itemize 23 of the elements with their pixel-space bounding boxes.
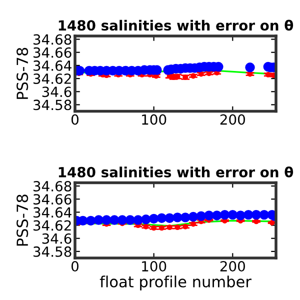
x-tick-label: 0 [71,114,78,125]
y-tick-label: 34.68 [34,34,72,45]
x-axis-title: float profile number [100,276,252,290]
chart-title: 1480 salinities with error on θ [58,166,294,178]
x-tick-label: 200 [220,261,245,272]
x-tick-label: 200 [220,114,245,125]
y-tick-label: 34.62 [34,220,71,231]
y-tick-label: 34.64 [34,60,72,71]
y-tick-label: 34.6 [42,86,72,98]
y-tick-label: 34.58 [34,246,72,257]
y-tick-label: 34.62 [34,74,71,84]
x-tick-label: 100 [142,261,166,272]
y-tick-label: 34.66 [34,194,72,205]
y-tick-label: 34.68 [34,180,72,192]
y-tick-label: 34.66 [34,47,72,58]
x-tick-label: 0 [71,261,78,272]
y-tick-label: 34.58 [34,100,72,110]
y-axis-title: PSS-78 [16,48,28,99]
y-tick-label: 34.6 [42,233,72,244]
chart-title: 1480 salinities with error on θ [58,20,294,31]
y-axis-title: PSS-78 [16,194,28,246]
y-tick-label: 34.64 [34,207,72,218]
x-tick-label: 100 [142,114,166,125]
